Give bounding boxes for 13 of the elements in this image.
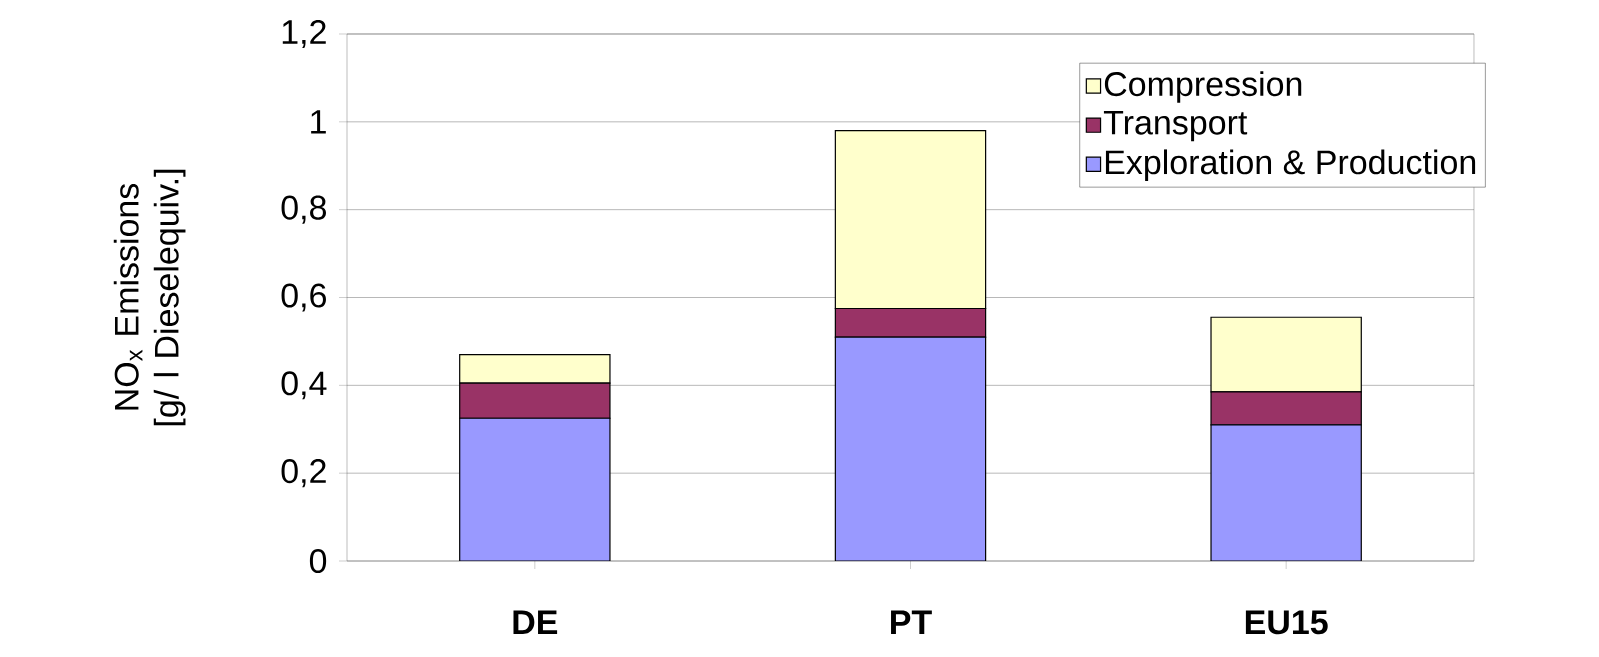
y-tick-label: 1 — [311, 110, 326, 134]
y-tick-label: 0,6 — [281, 283, 326, 312]
y-tick-label: 0,8 — [281, 195, 326, 224]
y-tick-label: 1,2 — [282, 19, 326, 49]
x-tick-label: EU15 — [1245, 610, 1328, 635]
legend-label: Compression — [1104, 71, 1302, 103]
x-tick-label: PT — [891, 610, 932, 634]
x-tick-label: DE — [513, 610, 558, 634]
y-tick-label: 0,4 — [281, 371, 327, 400]
legend-label: Exploration & Production — [1105, 149, 1476, 182]
legend-label: Transport — [1103, 110, 1248, 142]
y-tick-label: 0 — [309, 548, 327, 574]
y-tick-label: 0,2 — [281, 459, 326, 488]
